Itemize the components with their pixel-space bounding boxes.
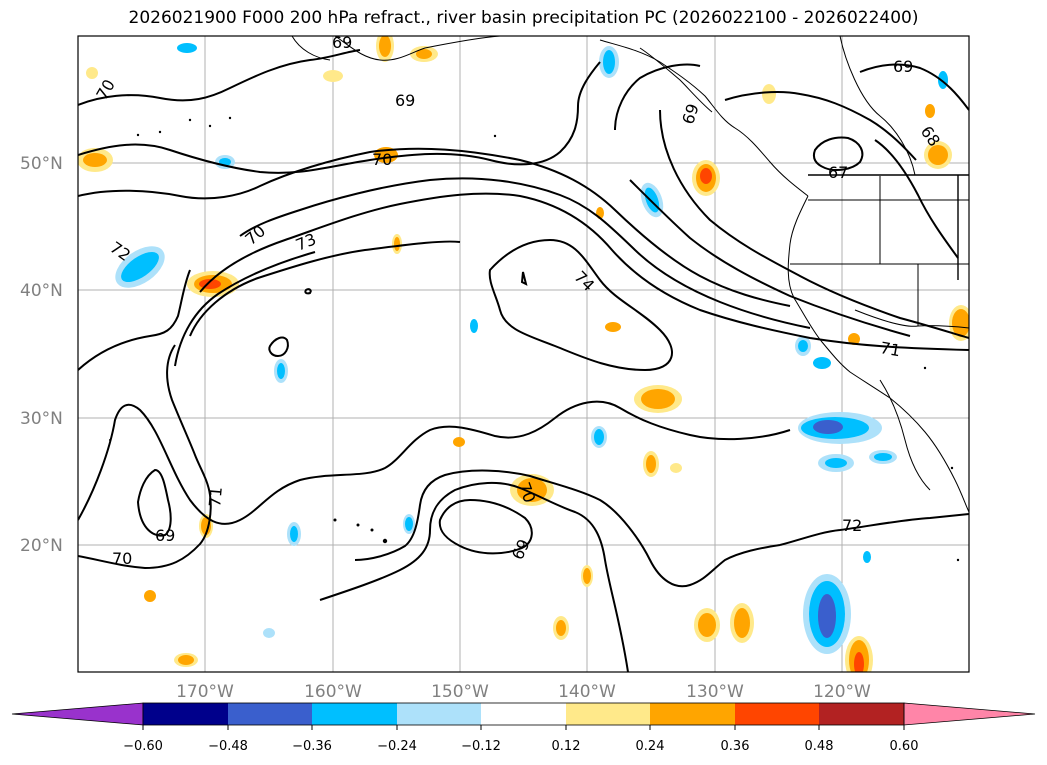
lat-label-50n: 50°N [20,154,63,174]
colorbar-segment [650,703,735,725]
colorbar-tick-label: −0.36 [292,739,332,754]
colorbar-extend-min [11,702,144,726]
map-title: 2026021900 F000 200 hPa refract., river … [128,8,919,28]
colorbar-segment [819,703,904,725]
colorbar-tick-label: 0.24 [636,739,665,754]
colorbar-tick-label: 0.48 [805,739,834,754]
colorbar-tick-label: −0.12 [461,739,501,754]
contour-label: 69 [395,91,415,110]
colorbar-segment [735,703,819,725]
colorbar-segment [312,703,397,725]
coastlines [291,36,969,513]
country-border [808,174,969,280]
lon-label-150w: 150°W [431,682,489,702]
contour-label: 67 [828,163,848,182]
latitude-axis: 50°N 40°N 30°N 20°N [20,154,63,556]
colorbar-segment [228,703,312,725]
colorbar-tick-label: −0.48 [208,739,248,754]
colorbar-tick-label: −0.60 [123,739,163,754]
lon-label-160w: 160°W [304,682,362,702]
lon-label-130w: 130°W [686,682,744,702]
colorbar-segment [566,703,650,725]
colorbar-extend-max [903,702,1036,726]
colorbar: −0.60 −0.48 −0.36 −0.24 −0.12 0.12 0.24 … [11,702,1036,754]
contour-label: 69 [893,57,913,76]
small-islands [109,116,960,562]
map-area [78,36,969,672]
longitude-axis: 170°W 160°W 150°W 140°W 130°W 120°W [176,682,871,702]
lon-label-120w: 120°W [813,682,871,702]
map-frame [77,35,970,673]
contour-label: 69 [332,33,352,52]
contour-label: 71 [205,486,226,508]
colorbar-segment [481,703,566,725]
lat-label-20n: 20°N [20,536,63,556]
colorbar-tick-label: 0.36 [721,739,750,754]
colorbar-tick-label: 0.12 [552,739,581,754]
contour-label: 71 [879,338,902,360]
lon-label-170w: 170°W [176,682,234,702]
refractivity-contours [78,49,969,672]
lon-label-140w: 140°W [558,682,616,702]
contour-label: 70 [372,150,392,169]
lat-label-40n: 40°N [20,281,63,301]
contour-label: 70 [112,549,132,568]
contour-label: 69 [155,526,175,545]
contour-label: 72 [842,516,862,535]
colorbar-tick-label: −0.24 [377,739,417,754]
colorbar-segment [143,703,228,725]
colorbar-segment [397,703,481,725]
lat-label-30n: 30°N [20,409,63,429]
precip-shading [78,36,969,672]
colorbar-tick-label: 0.60 [890,739,919,754]
